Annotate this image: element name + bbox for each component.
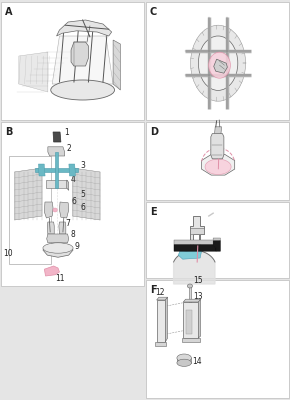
Polygon shape [44,202,53,218]
Polygon shape [213,241,220,251]
Polygon shape [190,216,204,246]
Text: A: A [5,7,12,17]
Polygon shape [59,222,66,234]
Polygon shape [47,234,69,243]
Polygon shape [59,202,69,218]
Polygon shape [214,59,227,73]
Bar [186,310,192,334]
Polygon shape [202,154,235,175]
Ellipse shape [51,80,115,100]
Text: 10: 10 [3,249,13,258]
Polygon shape [211,134,224,159]
Bar [155,342,166,346]
Polygon shape [174,245,216,251]
Text: 13: 13 [193,292,203,301]
Text: 12: 12 [155,288,165,297]
Text: E: E [150,207,157,217]
Text: 6: 6 [80,203,85,212]
Text: 2: 2 [67,144,71,153]
Bar [35,168,78,172]
Bar [146,2,289,120]
Text: 5: 5 [80,190,85,199]
Polygon shape [72,168,100,220]
Polygon shape [67,180,69,190]
Text: 11: 11 [55,274,65,283]
Text: 9: 9 [75,242,79,251]
Polygon shape [157,297,168,300]
Bar [146,280,289,398]
Polygon shape [48,147,65,156]
Polygon shape [44,266,59,276]
Ellipse shape [53,208,57,212]
Polygon shape [174,250,215,284]
Circle shape [191,25,246,101]
Text: 4: 4 [71,175,76,184]
Polygon shape [19,52,48,92]
Text: D: D [150,127,158,137]
Polygon shape [53,132,61,142]
Text: B: B [5,127,12,137]
Bar [9,156,51,264]
Bar [55,152,58,188]
Bar [146,122,289,200]
Circle shape [198,36,238,90]
Polygon shape [178,251,202,259]
Text: F: F [150,285,157,295]
Ellipse shape [177,354,191,362]
Bar [1,122,144,286]
Bar [183,302,198,338]
Bar [188,286,191,302]
Text: 6: 6 [71,197,76,206]
Polygon shape [183,299,201,302]
Ellipse shape [209,52,230,78]
Bar [1,2,144,120]
Polygon shape [47,222,54,234]
Ellipse shape [187,284,193,288]
Text: 14: 14 [192,357,202,366]
Bar [146,202,289,278]
Polygon shape [190,228,204,234]
Ellipse shape [177,359,191,366]
Text: 1: 1 [64,128,68,137]
Polygon shape [165,297,168,342]
Text: C: C [150,7,157,17]
Polygon shape [205,159,231,174]
Bar [182,338,200,342]
Text: 15: 15 [193,276,202,285]
Polygon shape [198,299,201,338]
Polygon shape [113,40,120,90]
Text: 8: 8 [70,230,75,239]
Text: 3: 3 [80,161,85,170]
Polygon shape [71,42,88,66]
Bar [157,300,165,342]
Polygon shape [14,168,42,220]
Text: 7: 7 [65,219,70,228]
Polygon shape [69,164,75,176]
Polygon shape [177,358,191,363]
Polygon shape [38,164,45,176]
Bar [46,180,67,188]
Polygon shape [43,243,73,257]
Polygon shape [174,238,220,245]
Polygon shape [215,127,222,134]
Polygon shape [57,20,112,36]
Polygon shape [52,36,113,84]
Ellipse shape [43,243,73,253]
